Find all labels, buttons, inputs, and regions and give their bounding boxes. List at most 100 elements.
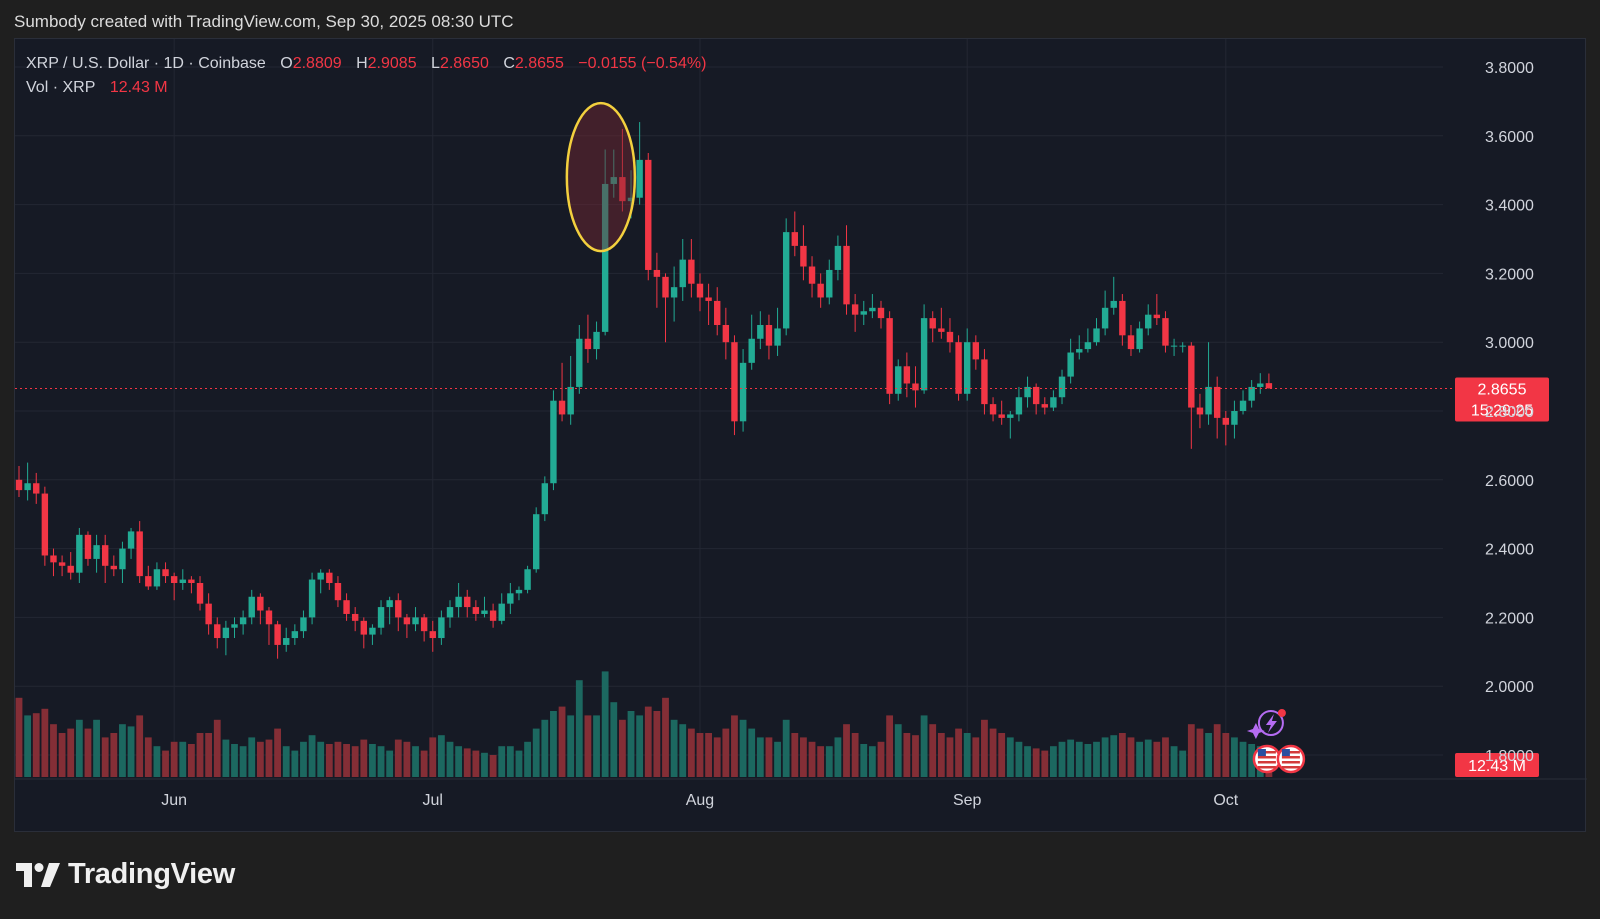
- candle-body: [1076, 349, 1083, 353]
- candle-body: [670, 287, 678, 298]
- candle-body: [1110, 300, 1117, 308]
- volume-bar: [256, 741, 264, 777]
- volume-bar: [791, 733, 799, 777]
- volume-bar: [127, 726, 135, 777]
- candle-body: [1127, 335, 1135, 350]
- candle-body: [179, 579, 186, 583]
- flag-stripe: [1281, 756, 1300, 759]
- candle-body: [58, 562, 66, 566]
- volume-bar: [541, 719, 549, 777]
- candle-body: [291, 631, 299, 639]
- candle-body: [308, 579, 316, 618]
- volume-bar: [343, 744, 350, 777]
- candle-body: [955, 342, 962, 394]
- volume-bar: [765, 737, 773, 777]
- volume-bar: [463, 748, 471, 777]
- volume-bar: [1041, 750, 1049, 777]
- volume-bar: [119, 724, 126, 777]
- volume-bar: [627, 711, 635, 777]
- y-tick-label: 2.4000: [1485, 542, 1534, 559]
- candle-body: [369, 627, 376, 635]
- candle-body: [102, 545, 109, 566]
- volume-bar: [937, 733, 945, 777]
- volume-bar: [774, 741, 781, 777]
- volume-bar: [420, 750, 428, 777]
- chart-panel[interactable]: 2.8655 15:29:25 12.43 M 3.8000 3.6000 3.4000…: [14, 38, 1587, 833]
- y-tick-label: 1.8000: [1485, 748, 1534, 765]
- volume-bar: [886, 715, 894, 777]
- candle-body: [274, 624, 281, 645]
- volume-bars: [15, 671, 1273, 777]
- candle-body: [205, 603, 212, 625]
- volume-bar: [455, 746, 463, 777]
- candle-body: [412, 617, 419, 625]
- candle-body: [222, 627, 230, 639]
- volume-bar: [1179, 750, 1187, 777]
- candle-body: [817, 283, 824, 298]
- volume-bar: [653, 711, 661, 777]
- candle-body: [972, 342, 980, 360]
- candle-body: [429, 631, 436, 639]
- candle-body: [627, 197, 635, 202]
- candle-body: [636, 159, 643, 198]
- volume-bar: [58, 733, 66, 777]
- sparkle: [1246, 723, 1265, 739]
- candle-body: [688, 259, 695, 284]
- candle-body: [739, 362, 747, 422]
- volume-bar: [1024, 746, 1031, 777]
- volume-bar: [834, 737, 842, 777]
- volume-bar: [532, 728, 540, 777]
- volume-label[interactable]: Vol · XRP: [26, 79, 96, 96]
- candle-body: [248, 596, 255, 618]
- volume-bar: [800, 737, 807, 777]
- volume-bar: [300, 741, 307, 777]
- candle-body: [1136, 328, 1143, 350]
- volume-bar: [1196, 728, 1204, 777]
- candle-body: [1050, 397, 1057, 408]
- us-flag-event-icon[interactable]: [1252, 744, 1282, 774]
- x-tick-label: Oct: [1213, 792, 1238, 809]
- candle-body: [515, 589, 523, 594]
- candle-body: [136, 531, 143, 577]
- volume-bar: [334, 741, 342, 777]
- candle-body: [395, 600, 402, 618]
- candle-body: [895, 366, 902, 394]
- volume-bar: [317, 741, 325, 777]
- volume-bar: [575, 680, 583, 777]
- volume-bar: [1110, 735, 1118, 777]
- volume-bar: [50, 724, 57, 777]
- volume-bar: [506, 746, 514, 777]
- tradingview-logo[interactable]: TradingView: [16, 858, 235, 891]
- candle-body: [455, 596, 462, 608]
- volume-bar: [912, 735, 919, 777]
- candle-body: [446, 607, 454, 618]
- candle-body: [938, 328, 945, 332]
- volume-bar: [868, 746, 876, 777]
- volume-bar: [989, 728, 997, 777]
- candlestick-chart[interactable]: 2.8655 15:29:25 12.43 M 3.8000 3.6000 3.4000…: [15, 39, 1587, 833]
- volume-bar: [610, 702, 618, 777]
- symbol-label[interactable]: XRP / U.S. Dollar · 1D · Coinbase: [26, 55, 266, 72]
- candle-body: [533, 514, 540, 570]
- volume-bar: [144, 737, 152, 777]
- candle-body: [869, 307, 876, 312]
- volume-bar: [162, 750, 169, 777]
- candle-body: [610, 177, 617, 184]
- candle-body: [903, 366, 911, 384]
- volume-bar: [1006, 737, 1014, 777]
- candle-body: [946, 331, 954, 343]
- candle-body: [1007, 414, 1014, 418]
- volume-bar: [41, 708, 49, 777]
- candle-body: [1179, 345, 1186, 347]
- flag-stripe: [1257, 761, 1276, 764]
- candle-body: [153, 569, 161, 587]
- volume-bar: [360, 739, 368, 777]
- event-lightning-icon[interactable]: [1246, 709, 1286, 739]
- us-flag-event-icon[interactable]: [1276, 744, 1306, 774]
- volume-bar: [1222, 733, 1230, 777]
- candle-body: [1188, 345, 1195, 408]
- high-value: 2.9085: [367, 55, 417, 72]
- volume-bar: [1213, 724, 1221, 777]
- candle-body: [420, 617, 428, 632]
- volume-bar: [205, 733, 213, 777]
